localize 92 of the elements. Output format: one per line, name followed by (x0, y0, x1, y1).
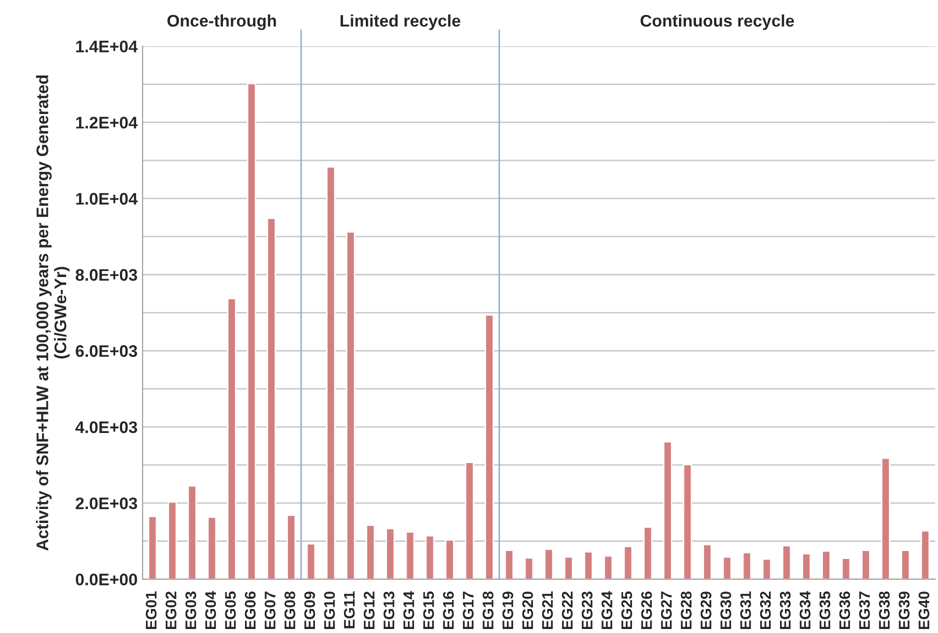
y-tick-label: 4.0E+03 (75, 421, 138, 434)
x-tick-label: EG04 (205, 591, 216, 630)
x-tick-label: EG31 (740, 591, 752, 630)
bar (544, 548, 554, 580)
x-tick-label: EG25 (621, 591, 632, 630)
x-tick-label: EG36 (839, 592, 850, 630)
x-tick-label: EG01 (146, 591, 157, 630)
x-tick-label: EG38 (878, 591, 890, 630)
x-tick-label: EG18 (482, 591, 494, 630)
x-tick-label: EG27 (660, 592, 672, 630)
x-tick-label: EG28 (680, 591, 692, 630)
bar (623, 546, 633, 580)
bar (900, 550, 910, 580)
y-tick-label: 8.0E+03 (76, 269, 138, 281)
x-tick-label: EG35 (819, 591, 830, 630)
y-axis-title: Activity of SNF+HLW at 100,000 years per Energy Generated (Ci/GWe-Yr) (36, 75, 70, 551)
bar (286, 514, 296, 580)
bar (643, 526, 653, 580)
bar (246, 82, 256, 580)
x-tick-label: EG16 (442, 592, 454, 630)
x-tick-label: EG21 (542, 591, 553, 630)
bar (227, 298, 236, 580)
x-tick-label: EG40 (918, 592, 930, 630)
bar (346, 231, 356, 580)
x-tick-label: EG06 (244, 592, 256, 630)
bar (722, 556, 732, 580)
text: Limited recycle (340, 14, 460, 30)
bar (742, 552, 752, 580)
x-tick-label: EG10 (324, 592, 335, 630)
x-tick-label: EG02 (166, 592, 176, 630)
x-tick-label: EG12 (364, 592, 375, 630)
bar (504, 550, 514, 580)
bar (880, 457, 890, 580)
bar (366, 524, 376, 580)
bar (861, 550, 870, 580)
bar (484, 314, 494, 580)
x-tick-label: EG37 (859, 592, 870, 630)
text: Once-through (167, 14, 276, 30)
x-tick-label: EG17 (462, 592, 474, 630)
x-tick-label: EG19 (502, 592, 514, 630)
bar (841, 558, 851, 580)
bar (682, 464, 692, 580)
bar (782, 545, 792, 580)
bar (326, 166, 336, 580)
y-tick-label: 0.0E+00 (76, 574, 138, 586)
bar (168, 501, 177, 580)
y-tick-label: 2.0E+03 (76, 497, 138, 510)
x-tick-label: EG20 (522, 592, 534, 630)
bar (425, 535, 435, 580)
bar (148, 516, 158, 580)
y-tick-label: 6.0E+03 (76, 345, 138, 357)
x-tick-label: EG39 (898, 592, 910, 630)
x-tick-label: EG24 (602, 591, 612, 630)
x-tick-label: EG14 (403, 591, 414, 630)
bar (207, 516, 217, 580)
bar (386, 528, 395, 580)
x-tick-label: EG26 (641, 592, 652, 630)
x-tick-label: EG15 (423, 591, 434, 630)
x-tick-label: EG30 (720, 592, 732, 630)
bar (604, 555, 613, 580)
bar (187, 485, 197, 580)
x-tick-label: EG09 (304, 592, 316, 630)
bar (464, 462, 474, 580)
bar (762, 558, 772, 580)
bar (663, 441, 672, 580)
x-tick-label: EG07 (264, 592, 276, 630)
bar (405, 531, 415, 580)
x-tick-label: EG05 (225, 591, 236, 630)
y-tick-label: 1.4E+04 (76, 40, 138, 52)
x-tick-label: EG13 (384, 592, 394, 630)
x-tick-label: EG23 (582, 592, 593, 630)
bar (584, 551, 594, 580)
bar (524, 557, 534, 580)
x-tick-label: EG34 (800, 591, 811, 630)
text: Continuous recycle (640, 14, 794, 30)
y-tick-label: 1.2E+04 (76, 116, 138, 129)
x-tick-label: EG11 (344, 591, 355, 628)
bar (445, 539, 454, 580)
x-tick-label: EG29 (700, 592, 712, 630)
bar (920, 530, 930, 580)
bar (306, 543, 316, 580)
bar (564, 556, 574, 580)
bar (702, 544, 712, 580)
y-tick-label: 1.0E+04 (76, 192, 138, 205)
x-tick-label: EG32 (760, 592, 771, 630)
x-tick-label: EG22 (562, 592, 573, 630)
bar (802, 552, 812, 580)
bar (822, 550, 831, 580)
x-tick-label: EG33 (780, 592, 791, 630)
x-tick-label: EG08 (284, 591, 296, 630)
bar (266, 218, 276, 580)
x-tick-label: EG03 (185, 592, 196, 630)
